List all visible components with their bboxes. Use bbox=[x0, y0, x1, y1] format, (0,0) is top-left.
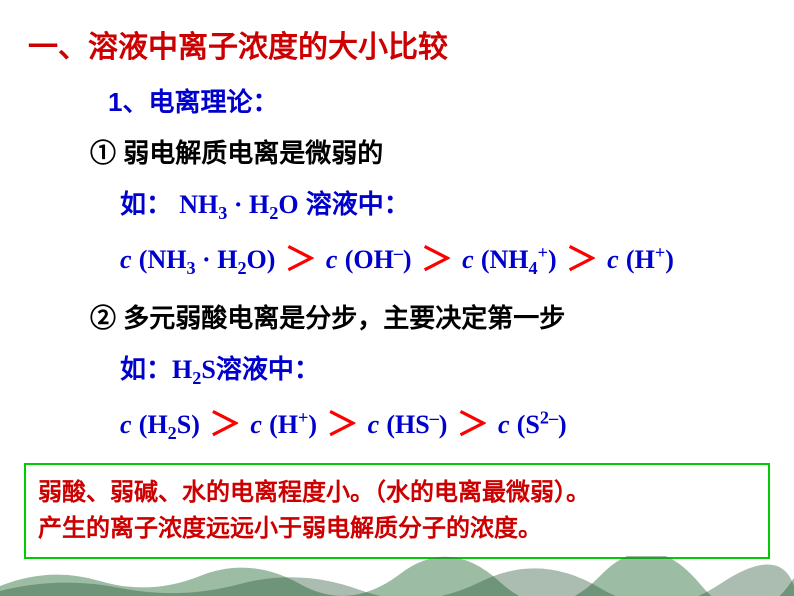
section-title: 一、溶液中离子浓度的大小比较 bbox=[28, 22, 794, 66]
point-2-text: 多元弱酸电离是分步，主要决定第一步 bbox=[123, 303, 565, 333]
ex-suffix-1: 溶液中： bbox=[299, 189, 410, 219]
callout-line-1: 弱酸、弱碱、水的电离程度小。（水的电离最微弱）。 bbox=[38, 475, 756, 511]
gt-2c: ＞ bbox=[457, 406, 489, 442]
sp-1d: (H+) bbox=[626, 245, 674, 274]
sp-1a: (NH3 · H2O) bbox=[139, 245, 276, 274]
sp-2c: (HS–) bbox=[386, 410, 447, 439]
callout-line-2: 产生的离子浓度远远小于弱电解质分子的浓度。 bbox=[38, 511, 756, 547]
circled-1: ① bbox=[90, 138, 116, 168]
gt-2b: ＞ bbox=[326, 406, 358, 442]
gt-1c: ＞ bbox=[566, 241, 598, 277]
c-2b: c bbox=[250, 410, 262, 439]
c-2d: c bbox=[498, 410, 510, 439]
c-1b: c bbox=[326, 245, 338, 274]
point-2-formula: c (H2S) ＞ c (H+) ＞ c (HS–) ＞ c (S2–) bbox=[120, 399, 794, 445]
sp-2a: (H2S) bbox=[139, 410, 200, 439]
ex-species-1: NH3 · H2O bbox=[179, 190, 298, 219]
ex-suffix-2: 溶液中： bbox=[216, 354, 320, 384]
callout-box: 弱酸、弱碱、水的电离程度小。（水的电离最微弱）。 产生的离子浓度远远小于弱电解质… bbox=[24, 463, 770, 559]
circled-2: ② bbox=[90, 303, 116, 333]
c-1c: c bbox=[462, 245, 474, 274]
background-decoration bbox=[0, 556, 794, 596]
slide: 一、溶液中离子浓度的大小比较 1、电离理论： ① 弱电解质电离是微弱的 如： N… bbox=[0, 0, 794, 596]
sp-1b: (OH–) bbox=[345, 245, 412, 274]
gt-2a: ＞ bbox=[209, 406, 241, 442]
ex-label-1: 如： bbox=[120, 189, 172, 219]
c-2a: c bbox=[120, 410, 132, 439]
c-1d: c bbox=[607, 245, 619, 274]
point-1-example-header: 如： NH3 · H2O 溶液中： bbox=[120, 184, 794, 224]
point-2-example-header: 如：H2S溶液中： bbox=[120, 349, 794, 389]
point-1: ① 弱电解质电离是微弱的 bbox=[90, 133, 794, 170]
point-2: ② 多元弱酸电离是分步，主要决定第一步 bbox=[90, 298, 794, 335]
gt-1b: ＞ bbox=[421, 241, 453, 277]
gt-1a: ＞ bbox=[285, 241, 317, 277]
ex-label-2: 如： bbox=[120, 354, 172, 384]
c-2c: c bbox=[368, 410, 380, 439]
point-1-formula: c (NH3 · H2O) ＞ c (OH–) ＞ c (NH4+) ＞ c (… bbox=[120, 234, 794, 280]
sp-1c: (NH4+) bbox=[481, 245, 557, 274]
c-1a: c bbox=[120, 245, 132, 274]
sp-2d: (S2–) bbox=[517, 410, 567, 439]
point-1-text: 弱电解质电离是微弱的 bbox=[123, 138, 383, 168]
subsection-title: 1、电离理论： bbox=[108, 82, 794, 119]
ex-species-2: H2S bbox=[172, 355, 216, 384]
sp-2b: (H+) bbox=[269, 410, 317, 439]
